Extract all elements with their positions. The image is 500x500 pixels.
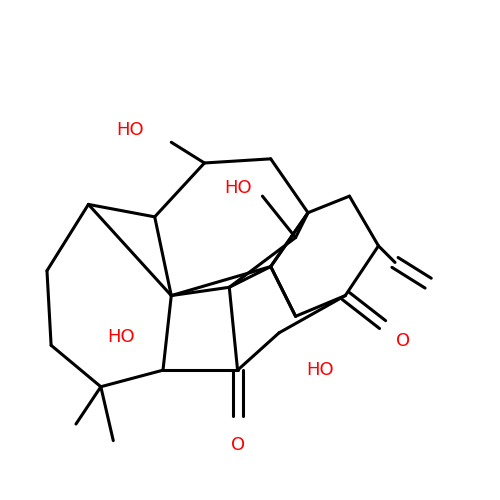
Text: HO: HO xyxy=(306,361,334,379)
Text: HO: HO xyxy=(224,179,252,197)
Text: HO: HO xyxy=(116,121,143,139)
Text: HO: HO xyxy=(108,328,136,346)
Text: O: O xyxy=(230,436,244,454)
Text: O: O xyxy=(396,332,410,350)
